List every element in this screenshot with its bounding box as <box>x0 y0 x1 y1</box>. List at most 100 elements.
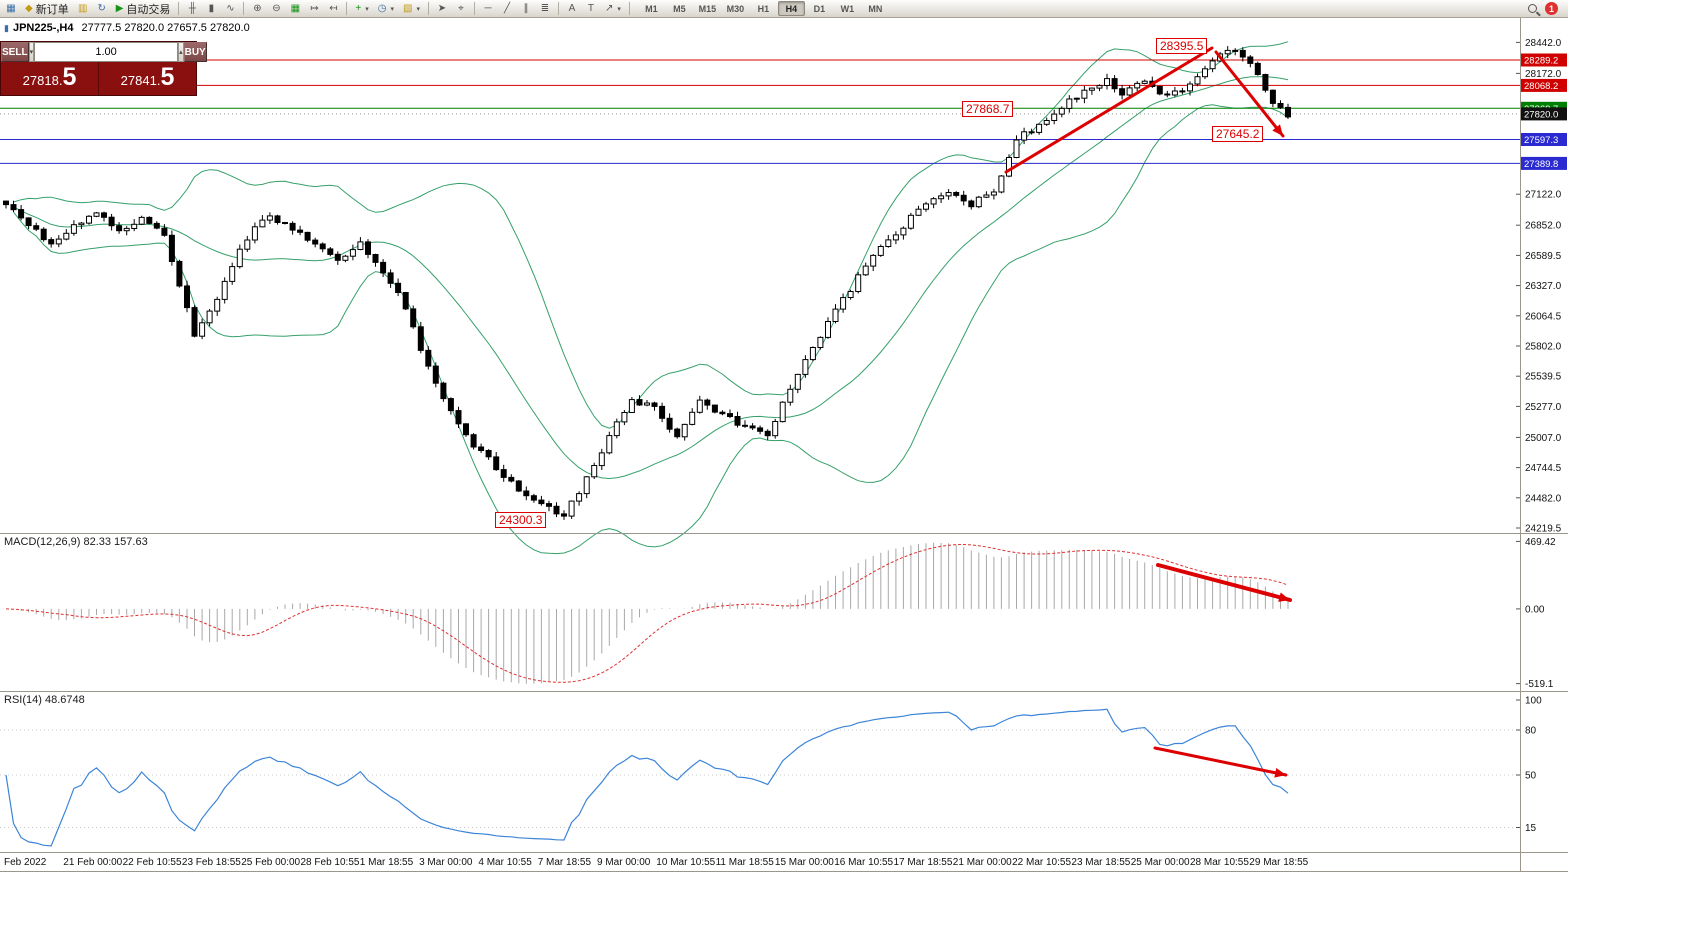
timeframe-w1[interactable]: W1 <box>834 1 861 16</box>
trade-panel-prices: 27818. 5 27841. 5 <box>1 62 196 95</box>
timeframe-h1[interactable]: H1 <box>750 1 777 16</box>
volume-increase-button[interactable]: ▴ <box>178 42 184 62</box>
charts-icon: ▥ <box>77 2 88 14</box>
zoom-in-button[interactable]: ⊕ <box>248 1 266 17</box>
toolbar-separator <box>427 2 429 15</box>
svg-text:16 Mar 10:55: 16 Mar 10:55 <box>834 857 893 868</box>
periods-button[interactable]: ◷ ▾ <box>374 1 398 17</box>
svg-text:25007.0: 25007.0 <box>1525 433 1562 444</box>
indicators-button[interactable]: + ▾ <box>351 1 372 17</box>
autotrading-button[interactable]: ▶ 自动交易 <box>112 1 175 17</box>
hline-tool-button[interactable]: ─ <box>479 1 497 17</box>
cursor-button[interactable]: ➤ <box>433 1 451 17</box>
notification-badge[interactable]: 1 <box>1545 2 1558 15</box>
timeframe-m5[interactable]: M5 <box>666 1 693 16</box>
indicators-add-icon: + <box>355 2 362 14</box>
crosshair-button[interactable]: ⌖ <box>452 1 470 17</box>
sell-price[interactable]: 27818. 5 <box>1 62 98 95</box>
svg-text:28 Feb 10:55: 28 Feb 10:55 <box>301 857 360 868</box>
chart-title: ▮ JPN225-,H4 27777.5 27820.0 27657.5 278… <box>4 22 250 34</box>
trend-arrow[interactable] <box>1156 563 1292 602</box>
svg-text:25 Mar 00:00: 25 Mar 00:00 <box>1131 857 1190 868</box>
chart-window-button[interactable]: ▦ <box>2 1 20 17</box>
timeframe-m15[interactable]: M15 <box>694 1 721 16</box>
shapes-tool-button[interactable]: ↗ ▾ <box>601 1 625 17</box>
zoom-out-icon: ⊖ <box>272 2 281 14</box>
crosshair-icon: ⌖ <box>458 2 464 14</box>
toolbar-right-group: 1 <box>1528 2 1558 15</box>
search-icon[interactable] <box>1528 4 1537 13</box>
timeframe-d1[interactable]: D1 <box>806 1 833 16</box>
svg-text:4 Mar 10:55: 4 Mar 10:55 <box>478 857 532 868</box>
channel-icon: ∥ <box>523 2 529 14</box>
timeframe-m1[interactable]: M1 <box>638 1 665 16</box>
price-axis[interactable]: 28442.0 28172.0 27122.0 26852.0 26589.5 26327… <box>1516 38 1567 834</box>
text-tool-icon: A <box>568 2 576 14</box>
trendline-tool-button[interactable]: ╱ <box>498 1 516 17</box>
svg-text:17 Mar 18:55: 17 Mar 18:55 <box>894 857 953 868</box>
svg-text:0.00: 0.00 <box>1525 604 1545 615</box>
svg-text:100: 100 <box>1525 696 1542 707</box>
auto-scroll-button[interactable]: ↦ <box>305 1 323 17</box>
buy-button[interactable]: BUY <box>183 42 207 62</box>
trend-arrow[interactable] <box>1004 46 1214 174</box>
channel-tool-button[interactable]: ∥ <box>517 1 535 17</box>
toolbar-separator <box>557 2 559 15</box>
timeframe-m30[interactable]: M30 <box>722 1 749 16</box>
candle-chart-button[interactable]: ▮ <box>202 1 220 17</box>
price-annotation[interactable]: 28395.5 <box>1156 38 1208 54</box>
trade-panel-controls: SELL ▾ ▴ BUY <box>1 42 207 62</box>
svg-text:28289.2: 28289.2 <box>1524 56 1558 67</box>
label-tool-button[interactable]: T <box>582 1 600 17</box>
tile-windows-button[interactable]: ▦ <box>286 1 304 17</box>
sell-price-dot: . <box>58 73 63 88</box>
timeframe-h4[interactable]: H4 <box>777 1 805 16</box>
new-order-button[interactable]: ◆ 新订单 <box>21 1 73 17</box>
macd-label: MACD(12,26,9) 82.33 157.63 <box>4 536 148 548</box>
shapes-icon: ↗ <box>604 2 614 14</box>
charts-button[interactable]: ▥ <box>74 1 92 17</box>
macd-histogram <box>5 542 1289 684</box>
trend-arrow[interactable] <box>1214 50 1285 138</box>
zoom-out-button[interactable]: ⊖ <box>267 1 285 17</box>
svg-text:24482.0: 24482.0 <box>1525 493 1562 504</box>
sell-button[interactable]: SELL <box>1 42 29 62</box>
buy-price-dot: . <box>156 73 161 88</box>
candlestick-series <box>3 46 1291 520</box>
buy-price[interactable]: 27841. 5 <box>99 62 196 95</box>
chart-shift-button[interactable]: ↤ <box>324 1 342 17</box>
volume-decrease-button[interactable]: ▾ <box>28 42 35 62</box>
candle-chart-icon: ▮ <box>208 2 215 14</box>
text-tool-button[interactable]: A <box>563 1 581 17</box>
timeframe-mn[interactable]: MN <box>862 1 889 16</box>
trendline-icon: ╱ <box>503 2 510 14</box>
svg-text:10 Mar 10:55: 10 Mar 10:55 <box>656 857 715 868</box>
refresh-button[interactable]: ↻ <box>93 1 111 17</box>
trend-arrow[interactable] <box>1153 746 1288 777</box>
line-chart-button[interactable]: ∿ <box>221 1 239 17</box>
price-annotation[interactable]: 27645.2 <box>1212 126 1264 142</box>
volume-input[interactable] <box>34 42 179 62</box>
template-icon: ▧ <box>403 2 413 14</box>
bar-chart-button[interactable]: ╫ <box>183 1 201 17</box>
line-chart-icon: ∿ <box>226 2 235 14</box>
new-order-label: 新订单 <box>35 3 69 16</box>
svg-text:25 Feb 00:00: 25 Feb 00:00 <box>241 857 300 868</box>
svg-text:11 Mar 18:55: 11 Mar 18:55 <box>716 857 775 868</box>
toolbar-separator <box>346 2 348 15</box>
time-axis[interactable]: Feb 2022 21 Feb 00:00 22 Feb 10:55 23 Feb 1… <box>4 857 1309 868</box>
fibonacci-tool-button[interactable]: ≣ <box>536 1 554 17</box>
svg-text:23 Mar 18:55: 23 Mar 18:55 <box>1071 857 1130 868</box>
svg-text:15 Mar 00:00: 15 Mar 00:00 <box>775 857 834 868</box>
price-annotation[interactable]: 24300.3 <box>495 512 547 528</box>
horizontal-line-icon: ─ <box>484 2 492 14</box>
svg-text:15: 15 <box>1525 823 1537 834</box>
price-annotation[interactable]: 27868.7 <box>962 101 1014 117</box>
svg-text:23 Feb 18:55: 23 Feb 18:55 <box>182 857 241 868</box>
buy-price-main: 27841 <box>120 73 157 88</box>
svg-text:22 Mar 10:55: 22 Mar 10:55 <box>1012 857 1071 868</box>
templates-button[interactable]: ▧ ▾ <box>399 1 424 17</box>
svg-text:21 Mar 00:00: 21 Mar 00:00 <box>953 857 1012 868</box>
sell-price-main: 27818 <box>22 73 59 88</box>
